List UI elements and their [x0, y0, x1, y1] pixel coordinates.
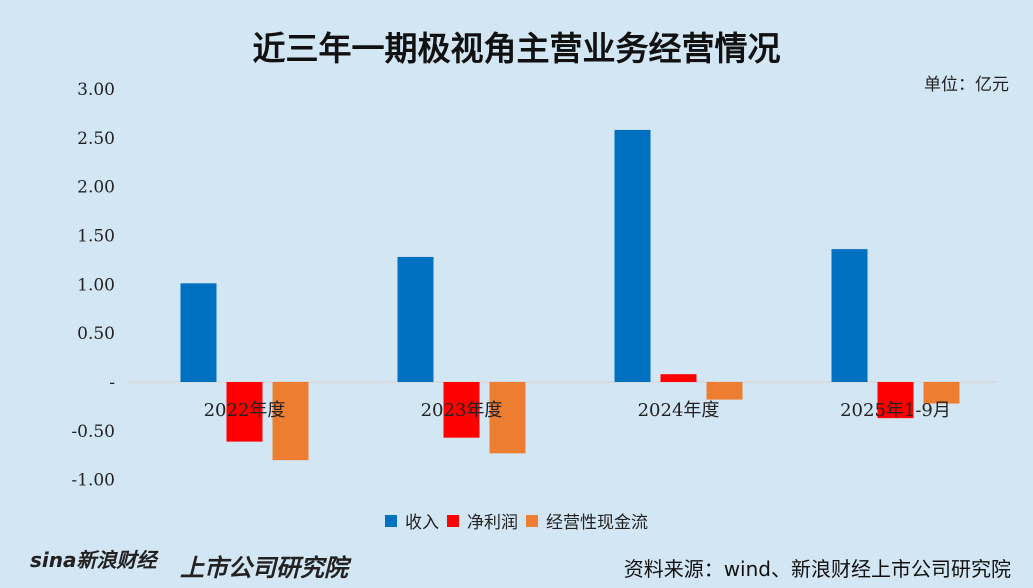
bar-经营性现金流	[706, 382, 743, 400]
y-tick-label: 2.00	[77, 178, 115, 198]
bar-经营性现金流	[272, 382, 309, 461]
chart-title: 近三年一期极视角主营业务经营情况	[252, 29, 781, 68]
legend-item: 经营性现金流	[526, 508, 648, 533]
x-tick-label: 2025年1-9月	[840, 400, 951, 421]
institute-logo: 上市公司研究院	[180, 554, 348, 582]
bar-经营性现金流	[489, 382, 526, 454]
bar-收入	[614, 129, 651, 382]
legend-label: 收入	[405, 513, 439, 533]
bar-净利润	[660, 374, 697, 382]
y-tick-label: -	[109, 373, 115, 393]
y-tick-label: 0.50	[77, 324, 115, 344]
y-tick-label: -0.50	[71, 422, 115, 442]
y-tick-label: -1.00	[71, 471, 115, 491]
unit-label: 单位：亿元	[924, 75, 1009, 95]
bar-收入	[180, 283, 217, 382]
bar-收入	[397, 256, 434, 382]
legend-label: 净利润	[467, 513, 518, 533]
bar-净利润	[226, 382, 263, 442]
x-tick-label: 2022年度	[204, 400, 286, 421]
bar-净利润	[443, 382, 480, 438]
legend-swatch	[526, 514, 538, 527]
legend-item: 净利润	[447, 508, 518, 533]
x-tick-label: 2023年度	[421, 400, 503, 421]
legend-swatch	[447, 514, 459, 527]
y-tick-label: 2.50	[77, 129, 115, 149]
bar-经营性现金流	[923, 382, 960, 404]
y-tick-label: 1.00	[77, 275, 115, 295]
x-tick-label: 2024年度	[638, 400, 720, 421]
bar-净利润	[877, 382, 914, 419]
y-tick-label: 1.50	[77, 226, 115, 246]
bar-收入	[831, 249, 868, 382]
y-tick-label: 3.00	[77, 80, 115, 100]
legend-swatch	[385, 514, 397, 527]
legend-item: 收入	[385, 508, 439, 533]
sina-logo: sina新浪财经	[30, 548, 157, 572]
source-note: 资料来源：wind、新浪财经上市公司研究院	[623, 557, 1011, 581]
legend: 收入 净利润 经营性现金流	[0, 508, 1033, 533]
legend-label: 经营性现金流	[546, 513, 648, 533]
